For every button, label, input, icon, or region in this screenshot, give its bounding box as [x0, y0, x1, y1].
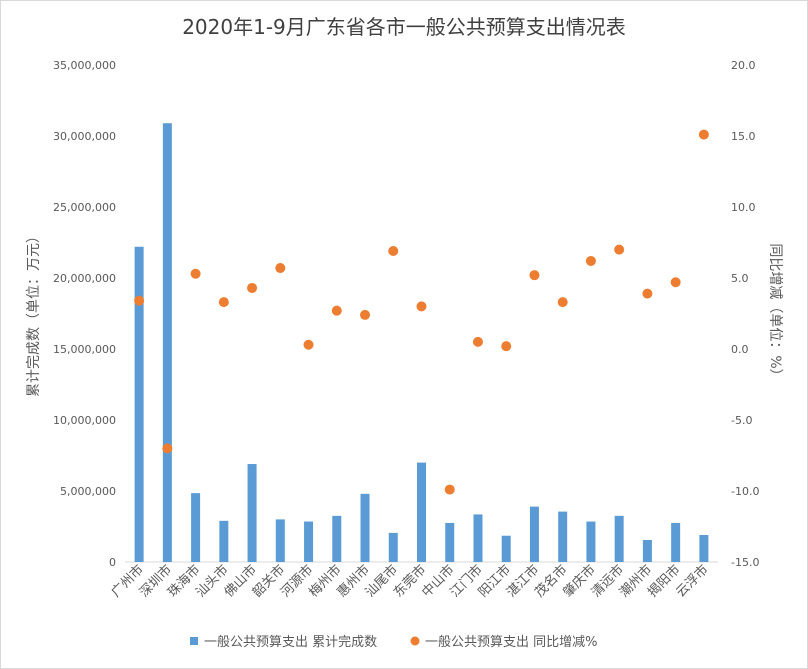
- y-tick-label: 25,000,000: [53, 201, 116, 214]
- bar: [699, 535, 709, 562]
- bar-series: [134, 123, 709, 562]
- bar: [332, 515, 342, 562]
- legend-label-bar: 一般公共预算支出 累计完成数: [204, 634, 377, 650]
- legend-label-point: 一般公共预算支出 同比增减%: [425, 634, 598, 650]
- data-point: [614, 244, 625, 255]
- y2-tick-label: 20.0: [731, 59, 756, 72]
- data-point: [331, 305, 342, 316]
- y2-tick-label: 15.0: [731, 130, 756, 143]
- y-tick-label: 30,000,000: [53, 130, 116, 143]
- data-point: [416, 301, 427, 312]
- data-point: [444, 484, 455, 495]
- y2-tick-label: -5.0: [731, 414, 752, 427]
- bar: [219, 520, 229, 562]
- y2-tick-label: -15.0: [731, 556, 759, 569]
- chart-title: 2020年1-9月广东省各市一般公共预算支出情况表: [182, 15, 626, 39]
- bar: [529, 506, 539, 562]
- y2-axis-title: 同比增减（单位：%）: [767, 243, 783, 382]
- left-axis-ticks: 0 5,000,000 10,000,000 15,000,000 20,000,000…: [53, 59, 116, 569]
- bar: [614, 515, 624, 562]
- y-axis-title: 累计完成数（单位：万元）: [26, 229, 42, 397]
- bar: [642, 539, 652, 562]
- data-point: [642, 288, 653, 299]
- data-point: [698, 129, 709, 140]
- bar: [473, 514, 483, 562]
- y-tick-label: 20,000,000: [53, 272, 116, 285]
- y2-tick-label: 0.0: [731, 343, 749, 356]
- right-axis-ticks: -15.0 -10.0 -5.0 0.0 5.0 10.0 15.0 20.0: [731, 59, 759, 569]
- data-point: [303, 339, 314, 350]
- bar: [162, 123, 172, 562]
- legend: 一般公共预算支出 累计完成数 一般公共预算支出 同比增减%: [190, 634, 598, 650]
- bar: [558, 511, 568, 562]
- point-series: [134, 129, 709, 495]
- bar: [501, 535, 511, 562]
- category-labels: 广州市深圳市珠海市汕头市佛山市韶关市河源市梅州市惠州市汕尾市东莞市中山市江门市阳…: [108, 562, 712, 601]
- legend-swatch-point: [410, 636, 420, 646]
- bar: [191, 493, 201, 562]
- data-point: [218, 297, 229, 308]
- bar: [586, 521, 596, 562]
- bar: [360, 493, 370, 562]
- data-point: [247, 282, 258, 293]
- data-point: [190, 268, 201, 279]
- data-point: [388, 246, 399, 257]
- data-point: [557, 297, 568, 308]
- data-point: [585, 255, 596, 266]
- data-point: [670, 277, 681, 288]
- data-point: [134, 295, 145, 306]
- data-point: [162, 443, 173, 454]
- data-point: [529, 270, 540, 281]
- legend-swatch-bar: [190, 637, 198, 645]
- y-tick-label: 15,000,000: [53, 343, 116, 356]
- data-point: [472, 336, 483, 347]
- bar: [445, 522, 455, 562]
- y2-tick-label: 5.0: [731, 272, 749, 285]
- y-tick-label: 5,000,000: [60, 485, 116, 498]
- y2-tick-label: -10.0: [731, 485, 759, 498]
- bar: [304, 521, 314, 562]
- data-point: [275, 263, 286, 274]
- bar: [134, 246, 144, 562]
- y-tick-label: 35,000,000: [53, 59, 116, 72]
- bar: [275, 519, 285, 562]
- bar: [388, 532, 398, 562]
- x-tick-label: 云浮市: [673, 562, 712, 601]
- y-tick-label: 0: [109, 556, 116, 569]
- y-tick-label: 10,000,000: [53, 414, 116, 427]
- bar: [671, 522, 681, 562]
- data-point: [501, 341, 512, 352]
- y2-tick-label: 10.0: [731, 201, 756, 214]
- data-point: [360, 309, 371, 320]
- bar: [417, 462, 426, 562]
- bar: [247, 464, 257, 562]
